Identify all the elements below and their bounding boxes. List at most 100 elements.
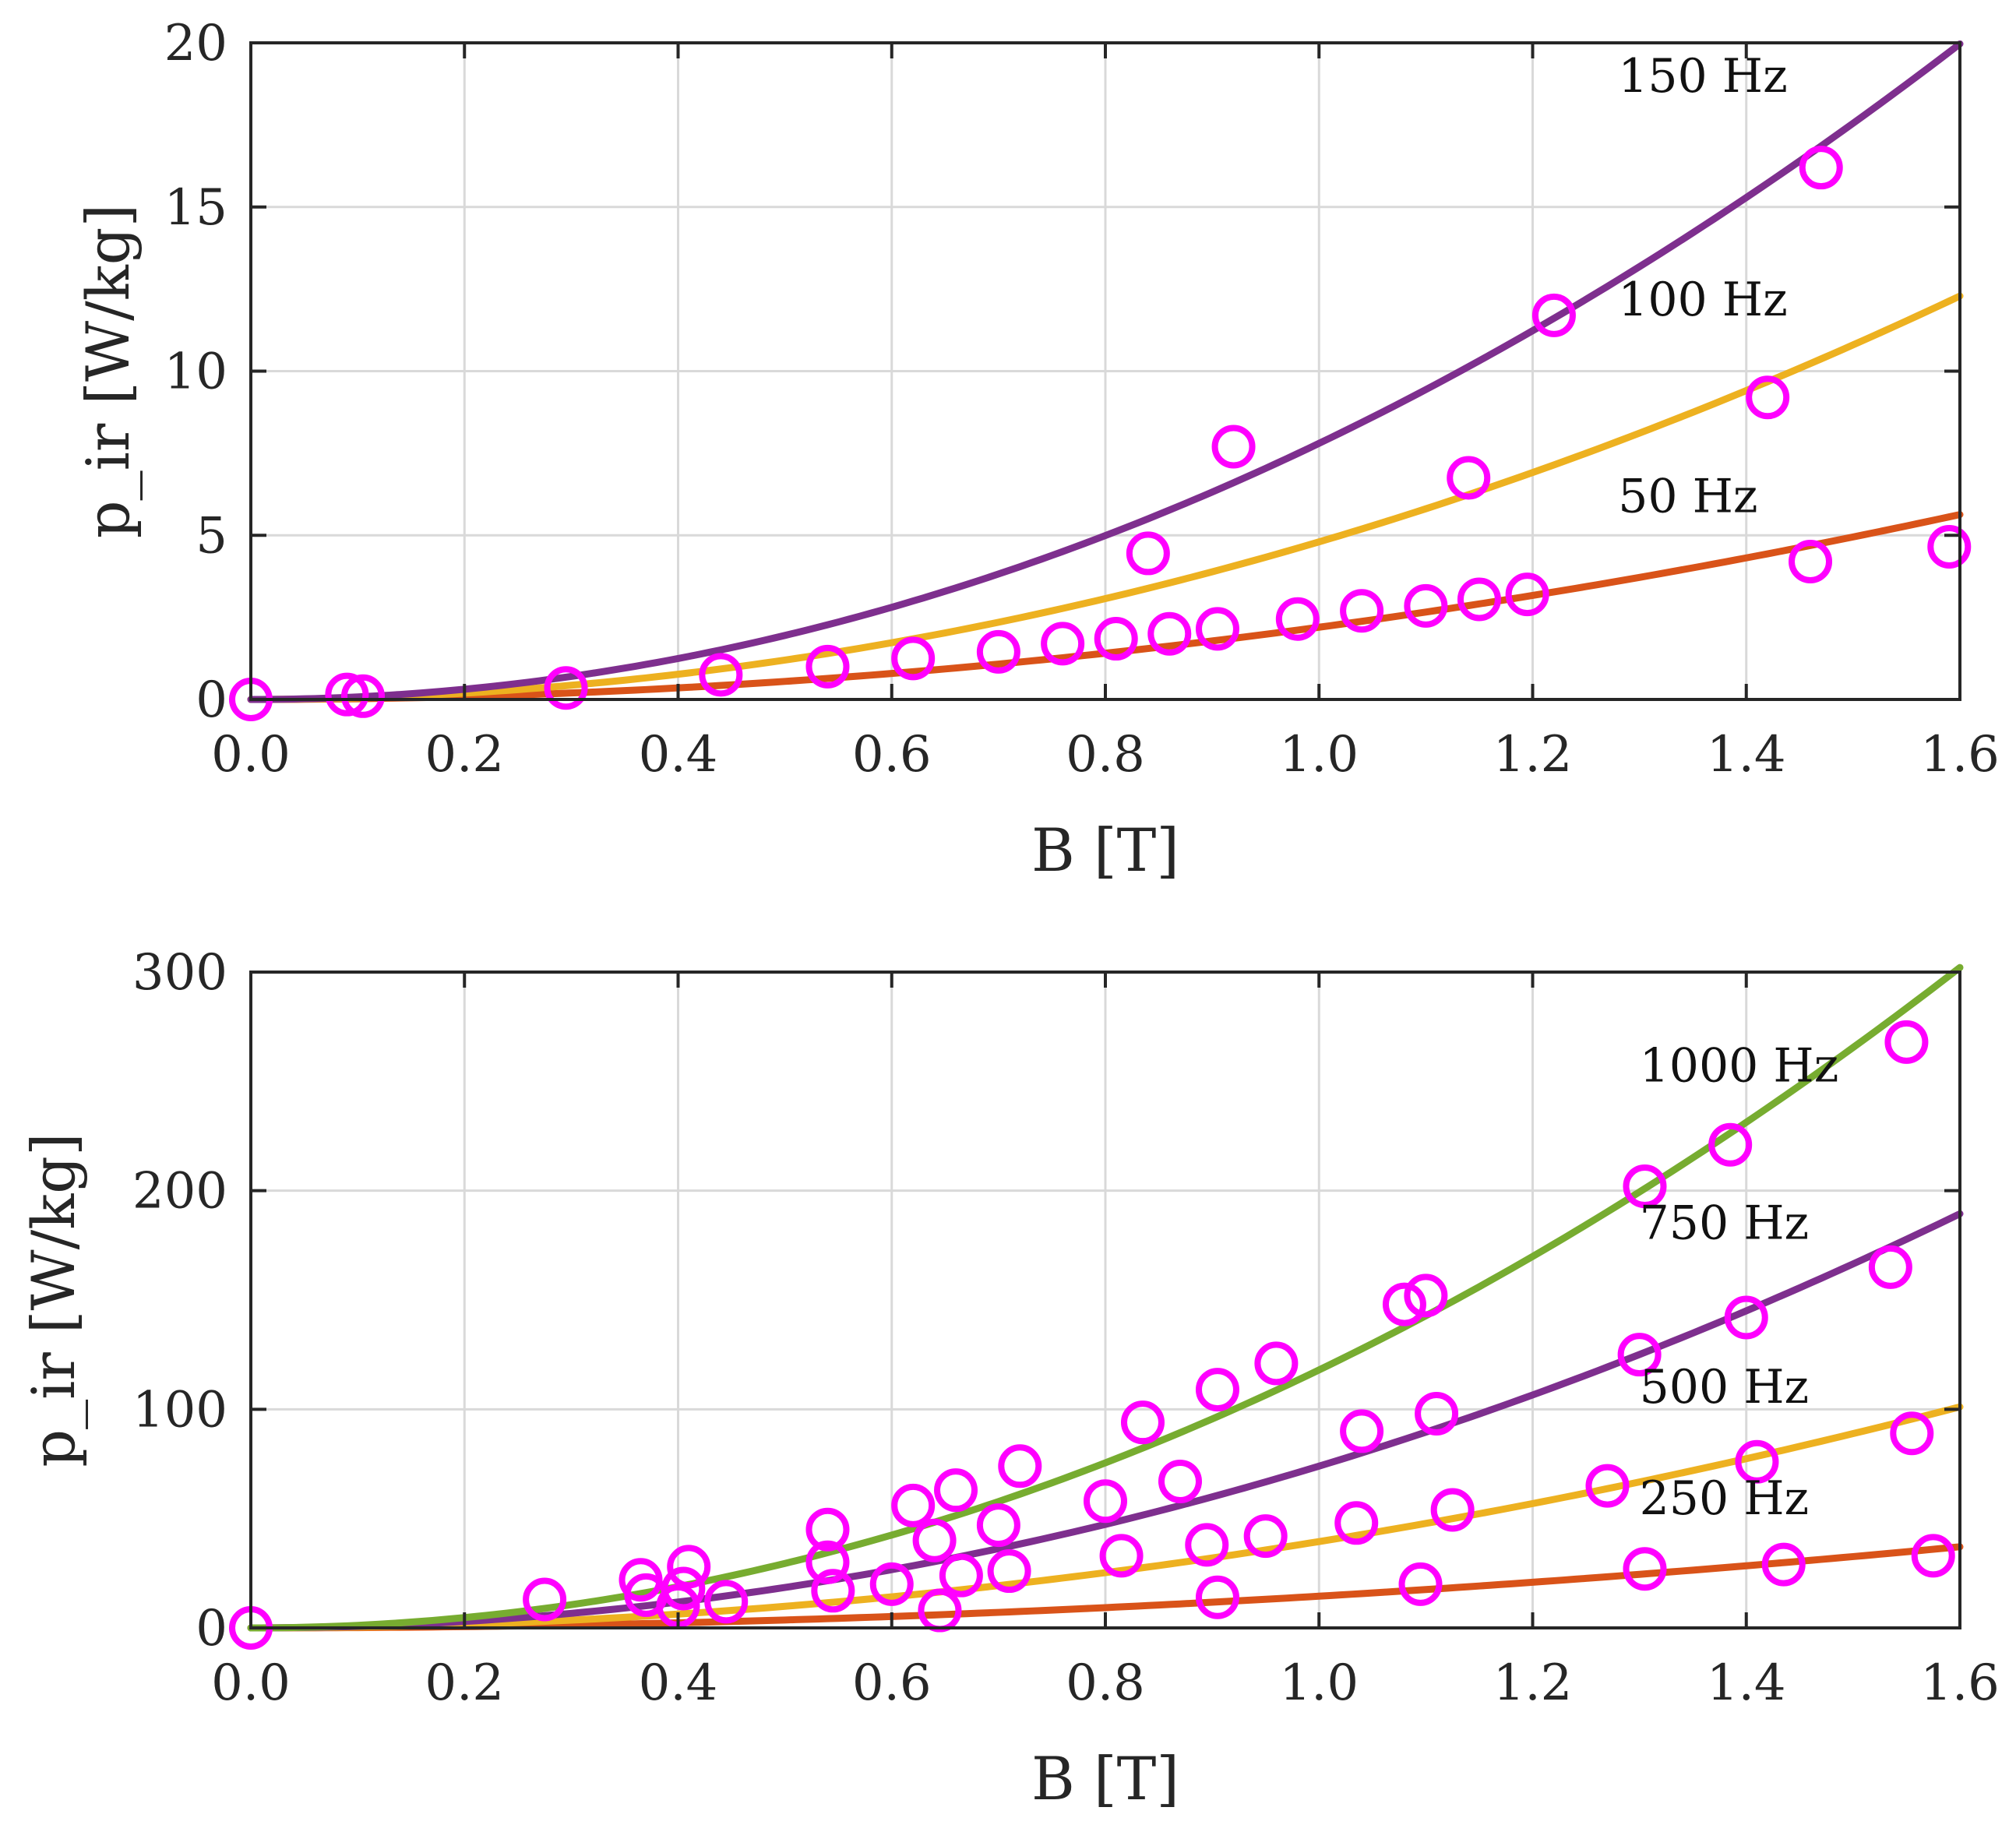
top-measured-point (1340, 589, 1384, 633)
bottom-measured-point (1884, 1020, 1929, 1064)
bottom-measured-point (939, 1553, 983, 1598)
top-measured-point (544, 666, 588, 710)
bottom-measured-point (1708, 1122, 1753, 1167)
top-curve-annotation: 100 Hz (1618, 273, 1788, 327)
top-y-tick-label: 0 (196, 671, 227, 729)
bottom-fit-curve-250hz (247, 1543, 1964, 1632)
top-measured-point (325, 672, 369, 717)
bottom-curve-annotation: 500 Hz (1640, 1360, 1810, 1414)
bottom-measured-point (667, 1545, 711, 1589)
top-measured-point (891, 636, 936, 681)
top-measured-point (1531, 293, 1576, 337)
top-y-tick-label: 5 (196, 507, 227, 565)
top-x-tick-label: 1.2 (1493, 726, 1573, 784)
bottom-measured-point (1158, 1459, 1202, 1503)
bottom-x-tick-label: 0.2 (425, 1654, 504, 1712)
bottom-y-tick-label: 300 (132, 944, 227, 1002)
top-measured-point (1789, 539, 1833, 583)
bottom-fit-curve-500hz (247, 1403, 1964, 1632)
bottom-measured-point (1415, 1391, 1459, 1436)
top-measured-point (699, 653, 743, 697)
top-chart-panel: 0.0 0.2 0.4 0.6 0.8 1.0 1.2 1.4 1.6 0 5 10 15 20 B [T]… (73, 15, 2000, 885)
bottom-measured-point (1398, 1562, 1443, 1606)
top-measured-point (1746, 375, 1790, 420)
bottom-fit-curve-1000hz (247, 964, 1964, 1632)
top-measured-point (1211, 425, 1256, 469)
top-curve-annotation: 150 Hz (1618, 49, 1788, 104)
bottom-measured-point (891, 1483, 936, 1527)
bottom-measured-point (1185, 1523, 1229, 1567)
bottom-measured-point (869, 1562, 914, 1606)
top-x-tick-label: 1.0 (1279, 726, 1359, 784)
bottom-x-tick-label: 1.0 (1279, 1654, 1359, 1712)
top-x-tick-label: 0.0 (211, 726, 291, 784)
top-y-tick-label: 20 (164, 15, 227, 72)
bottom-measured-point (1254, 1341, 1299, 1386)
top-y-axis-label: p_ir [W/kg] (73, 204, 143, 538)
bottom-measured-point (805, 1540, 850, 1584)
top-measured-point (1147, 611, 1192, 656)
bottom-y-axis-label: p_ir [W/kg] (19, 1133, 88, 1467)
bottom-curve-annotation: 250 Hz (1640, 1471, 1810, 1526)
bottom-measured-point (1430, 1488, 1475, 1532)
bottom-x-tick-label: 1.6 (1920, 1654, 2000, 1712)
bottom-x-axis-label: B [T] (1031, 1744, 1179, 1813)
bottom-measured-point (998, 1444, 1042, 1488)
top-x-tick-label: 1.4 (1707, 726, 1786, 784)
top-x-tick-label: 0.2 (425, 726, 504, 784)
bottom-x-tick-label: 0.6 (852, 1654, 932, 1712)
bottom-measured-point (704, 1580, 749, 1624)
top-x-tick-label: 0.4 (639, 726, 718, 784)
top-y-tick-label: 15 (164, 179, 227, 237)
bottom-chart-panel: 0.0 0.2 0.4 0.6 0.8 1.0 1.2 1.4 1.6 0 100 200 300 B [… (19, 944, 2000, 1813)
top-measured-point (1094, 617, 1138, 661)
top-x-axis-label: B [T] (1031, 816, 1179, 885)
top-measured-point (805, 644, 850, 689)
bottom-measured-point (1623, 1547, 1667, 1591)
top-measured-point (1927, 525, 1972, 569)
top-curve-annotation: 50 Hz (1618, 470, 1757, 524)
bottom-measured-point (811, 1569, 855, 1613)
bottom-measured-point (934, 1468, 978, 1513)
bottom-measured-point (1382, 1282, 1426, 1326)
bottom-measured-point (987, 1549, 1031, 1594)
top-measured-point (1457, 577, 1501, 622)
top-y-tick-label: 10 (164, 343, 227, 401)
bottom-curve-annotation: 750 Hz (1640, 1196, 1810, 1250)
top-measured-point (1195, 607, 1239, 651)
bottom-x-tick-label: 0.8 (1066, 1654, 1145, 1712)
top-measured-point (340, 674, 385, 718)
top-measured-point (1799, 146, 1843, 190)
bottom-curve-annotation: 1000 Hz (1640, 1038, 1839, 1093)
bottom-y-tick-label: 100 (132, 1381, 227, 1439)
bottom-measured-point (1195, 1575, 1239, 1619)
bottom-measured-point (912, 1518, 957, 1562)
bottom-measured-point (1243, 1514, 1288, 1559)
bottom-measured-point (1735, 1439, 1779, 1484)
bottom-measured-point (976, 1503, 1020, 1548)
top-fit-curve-150hz (247, 40, 1964, 703)
bottom-x-tick-label: 0.4 (639, 1654, 718, 1712)
top-x-tick-label: 0.8 (1066, 726, 1145, 784)
top-x-tick-label: 1.6 (1920, 726, 2000, 784)
bottom-measured-point (661, 1566, 706, 1611)
bottom-y-tick-label: 200 (132, 1163, 227, 1221)
top-measured-point (1447, 456, 1491, 500)
bottom-measured-point (1868, 1245, 1912, 1289)
bottom-measured-point (523, 1577, 567, 1622)
bottom-measured-point (1761, 1542, 1806, 1587)
bottom-measured-point (1099, 1534, 1144, 1578)
top-measured-point (1505, 572, 1549, 617)
top-measured-point (1041, 622, 1085, 666)
bottom-measured-point (1340, 1409, 1384, 1453)
bottom-x-tick-label: 0.0 (211, 1654, 291, 1712)
bottom-x-tick-label: 1.2 (1493, 1654, 1573, 1712)
top-measured-point (1126, 531, 1170, 576)
top-measured-point (1275, 597, 1320, 641)
bottom-measured-point (1724, 1295, 1768, 1340)
top-x-tick-label: 0.6 (852, 726, 932, 784)
bottom-measured-point (1334, 1501, 1379, 1545)
bottom-measured-point (1890, 1411, 1934, 1456)
bottom-measured-point (1585, 1464, 1630, 1508)
